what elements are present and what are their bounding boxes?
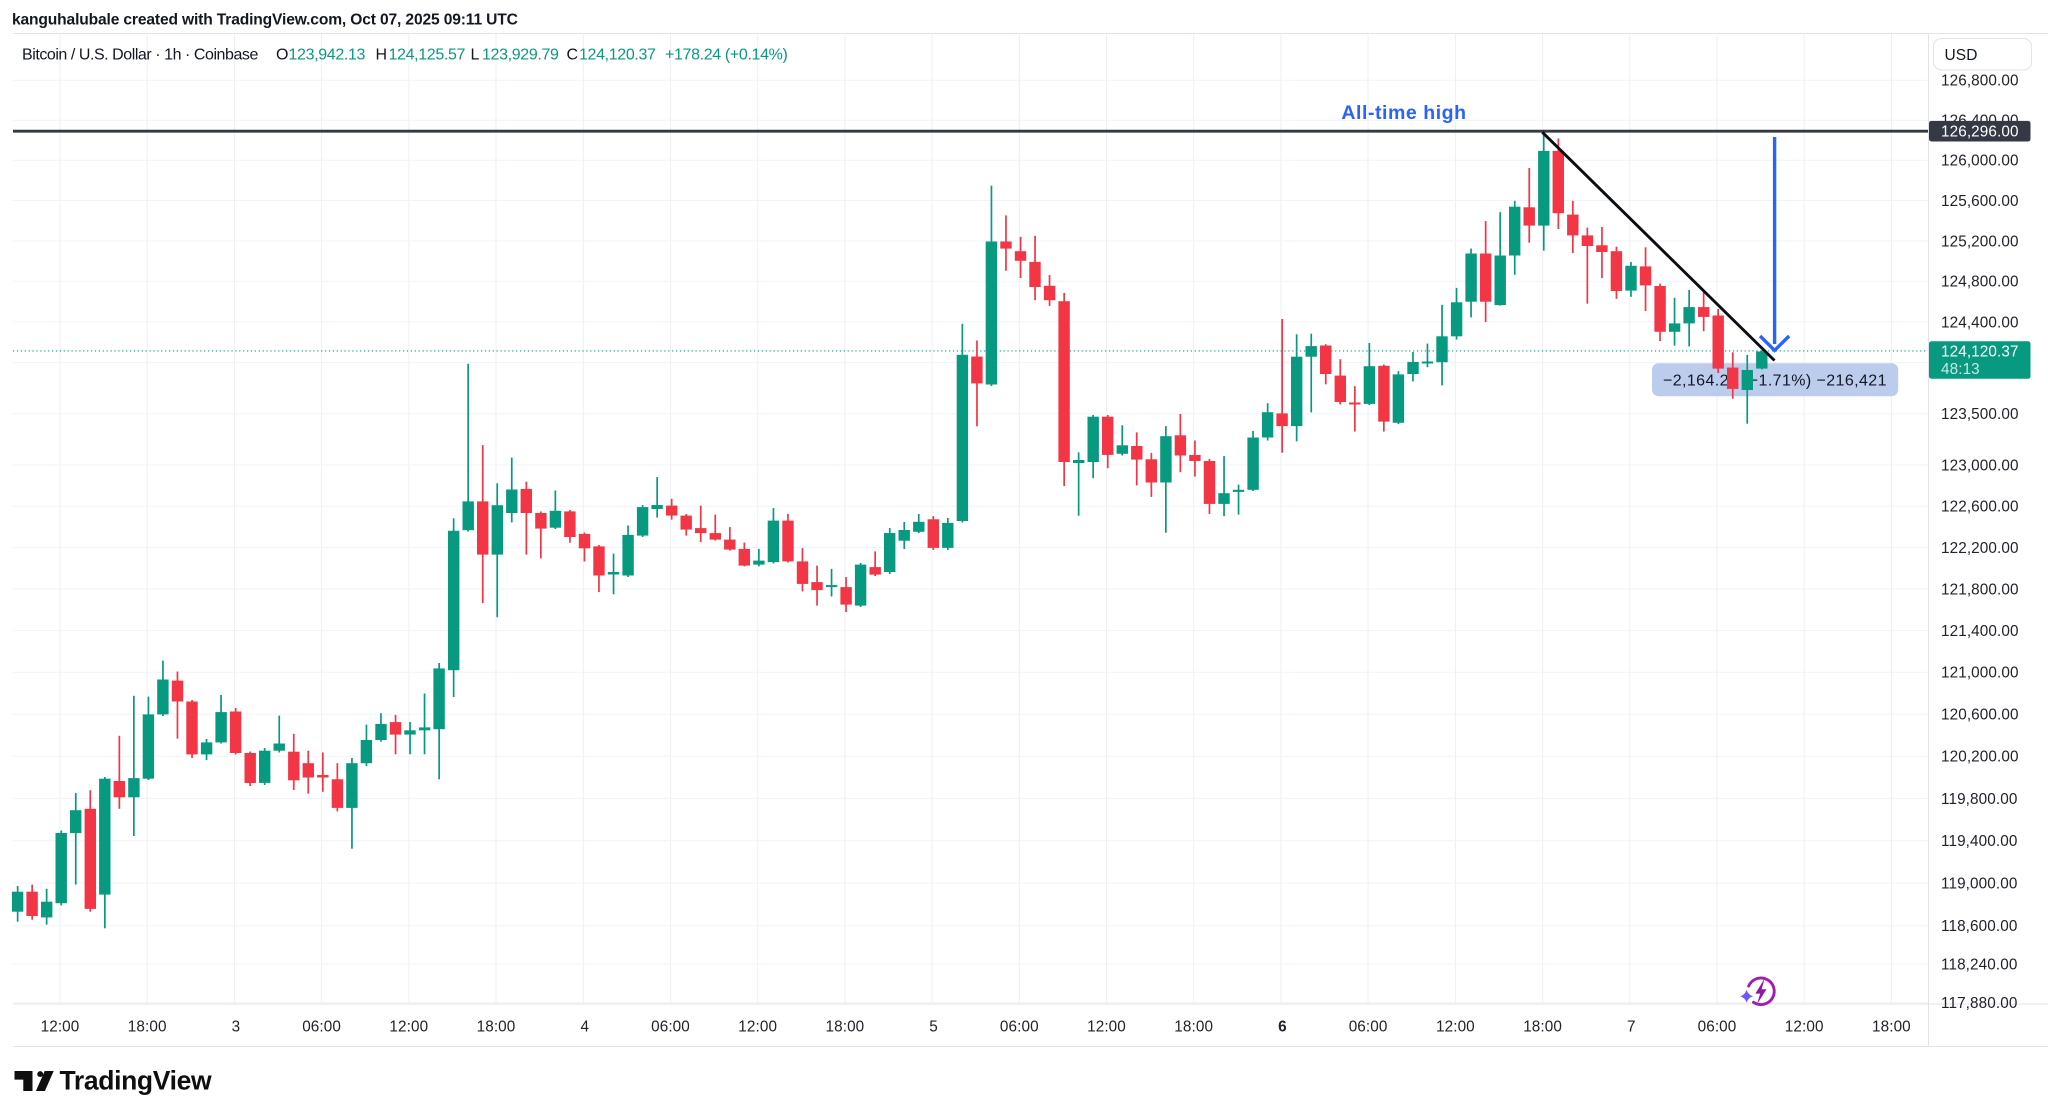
svg-text:−2,164.26 (−1.71%) −216,421: −2,164.26 (−1.71%) −216,421 <box>1663 372 1887 389</box>
svg-text:124,800.00: 124,800.00 <box>1941 274 2019 291</box>
svg-text:124,120.37: 124,120.37 <box>1941 344 2019 361</box>
svg-text:6: 6 <box>1278 1018 1287 1035</box>
svg-text:125,200.00: 125,200.00 <box>1941 233 2019 250</box>
svg-text:118,600.00: 118,600.00 <box>1941 918 2017 935</box>
svg-text:124,120.37: 124,120.37 <box>579 46 656 63</box>
svg-text:126,800.00: 126,800.00 <box>1941 73 2019 90</box>
svg-text:06:00: 06:00 <box>1698 1018 1737 1035</box>
svg-text:126,000.00: 126,000.00 <box>1941 153 2019 170</box>
svg-text:06:00: 06:00 <box>1349 1018 1388 1035</box>
svg-text:18:00: 18:00 <box>826 1018 865 1035</box>
svg-text:06:00: 06:00 <box>302 1018 341 1035</box>
svg-text:12:00: 12:00 <box>1087 1018 1126 1035</box>
svg-text:+178.24 (+0.14%): +178.24 (+0.14%) <box>665 46 788 63</box>
svg-text:120,600.00: 120,600.00 <box>1941 707 2019 724</box>
svg-text:124,125.57: 124,125.57 <box>389 46 466 63</box>
svg-text:121,400.00: 121,400.00 <box>1941 623 2019 640</box>
svg-text:122,600.00: 122,600.00 <box>1941 499 2019 516</box>
svg-text:121,800.00: 121,800.00 <box>1941 581 2019 598</box>
svg-text:12:00: 12:00 <box>738 1018 777 1035</box>
svg-text:C: C <box>567 46 578 63</box>
svg-text:123,500.00: 123,500.00 <box>1941 406 2019 423</box>
svg-text:125,600.00: 125,600.00 <box>1941 193 2019 210</box>
svg-text:120,200.00: 120,200.00 <box>1941 749 2019 766</box>
svg-text:18:00: 18:00 <box>1872 1018 1911 1035</box>
svg-text:12:00: 12:00 <box>389 1018 428 1035</box>
svg-text:L: L <box>471 46 480 63</box>
svg-text:3: 3 <box>232 1018 241 1035</box>
svg-text:118,240.00: 118,240.00 <box>1941 957 2017 974</box>
svg-text:123,929.79: 123,929.79 <box>482 46 559 63</box>
svg-text:18:00: 18:00 <box>477 1018 516 1035</box>
svg-text:Bitcoin / U.S. Dollar · 1h · C: Bitcoin / U.S. Dollar · 1h · Coinbase <box>22 46 258 63</box>
svg-text:06:00: 06:00 <box>651 1018 690 1035</box>
svg-text:TradingView: TradingView <box>60 1066 212 1096</box>
svg-text:119,800.00: 119,800.00 <box>1941 791 2017 808</box>
svg-text:119,000.00: 119,000.00 <box>1941 876 2017 893</box>
svg-text:4: 4 <box>580 1018 589 1035</box>
svg-text:7: 7 <box>1627 1018 1636 1035</box>
svg-text:123,942.13: 123,942.13 <box>289 46 366 63</box>
svg-text:18:00: 18:00 <box>1523 1018 1562 1035</box>
svg-text:USD: USD <box>1945 47 1978 64</box>
svg-text:12:00: 12:00 <box>41 1018 80 1035</box>
svg-text:121,000.00: 121,000.00 <box>1941 665 2019 682</box>
svg-text:H: H <box>376 46 387 63</box>
svg-text:126,296.00: 126,296.00 <box>1941 124 2019 141</box>
svg-text:18:00: 18:00 <box>1174 1018 1213 1035</box>
svg-text:123,000.00: 123,000.00 <box>1941 457 2019 474</box>
svg-text:122,200.00: 122,200.00 <box>1941 540 2019 557</box>
svg-text:06:00: 06:00 <box>1000 1018 1039 1035</box>
svg-text:12:00: 12:00 <box>1785 1018 1824 1035</box>
svg-text:18:00: 18:00 <box>128 1018 167 1035</box>
svg-text:124,400.00: 124,400.00 <box>1941 314 2019 331</box>
svg-text:48:13: 48:13 <box>1941 361 1980 378</box>
svg-text:All-time high: All-time high <box>1341 102 1466 124</box>
svg-text:5: 5 <box>929 1018 938 1035</box>
svg-text:kanguhalubale created with Tra: kanguhalubale created with TradingView.c… <box>12 12 518 29</box>
svg-text:117,880.00: 117,880.00 <box>1941 995 2017 1012</box>
svg-text:12:00: 12:00 <box>1436 1018 1475 1035</box>
svg-text:O: O <box>276 46 288 63</box>
svg-text:119,400.00: 119,400.00 <box>1941 833 2017 850</box>
